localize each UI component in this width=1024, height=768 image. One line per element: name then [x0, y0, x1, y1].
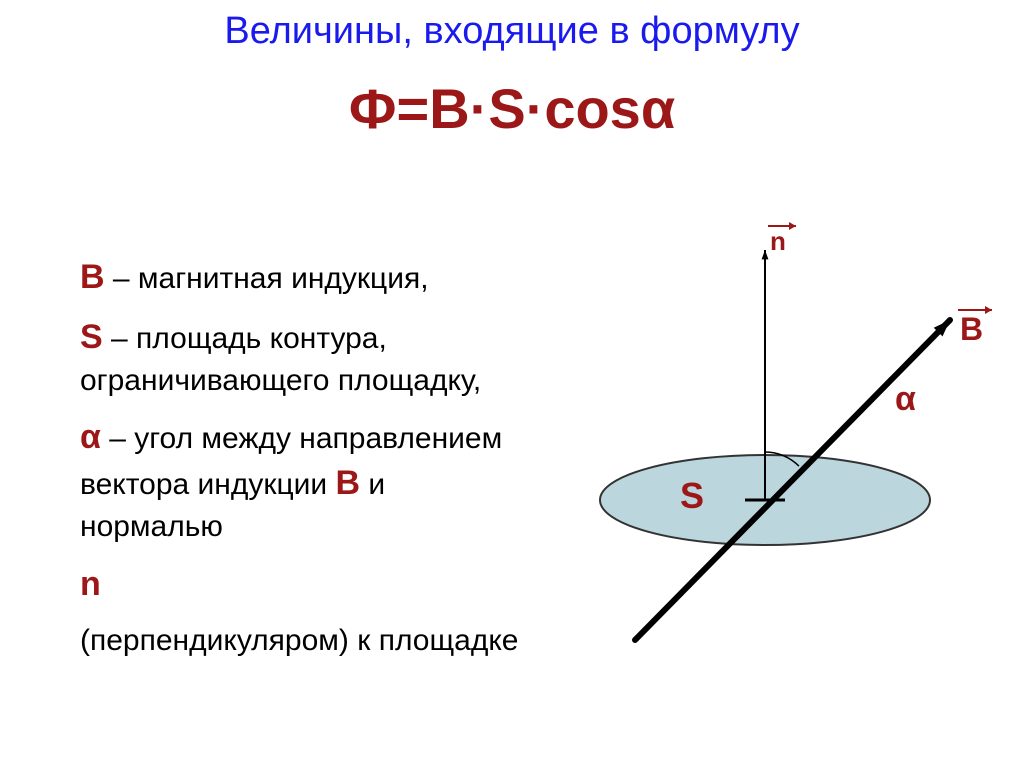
definitions-block: В – магнитная индукция,S – площадь конту… — [80, 255, 520, 676]
definition-text: – магнитная индукция, — [105, 262, 429, 295]
n-label: n — [770, 226, 786, 256]
definition-text: – угол между направлением вектора индукц… — [80, 422, 502, 501]
definition-text: – площадь контура, ограничивающего площа… — [80, 322, 481, 397]
definition-symbol: В — [336, 464, 361, 502]
definition-item: В – магнитная индукция, — [80, 255, 520, 301]
definition-symbol: α — [80, 418, 101, 456]
title-text: Величины, входящие в формулу — [224, 10, 799, 52]
s-label: S — [680, 475, 704, 516]
alpha-label: α — [895, 380, 916, 418]
definition-symbol: В — [80, 258, 105, 296]
b-label: B — [960, 311, 983, 347]
definition-symbol: n — [80, 565, 101, 603]
page-title: Величины, входящие в формулу — [0, 10, 1024, 53]
vector-diagram: n Bα S — [540, 210, 1010, 690]
main-formula: Ф=B·S·cosα — [0, 76, 1024, 141]
definition-item: n — [80, 562, 520, 608]
formula-text: Ф=B·S·cosα — [349, 77, 676, 140]
definition-item: S – площадь контура, ограничивающего пло… — [80, 315, 520, 401]
definition-symbol: S — [80, 318, 103, 356]
definition-item: α – угол между направлением вектора инду… — [80, 415, 520, 547]
definition-tail: (перпендикуляром) к площадке — [80, 621, 520, 662]
